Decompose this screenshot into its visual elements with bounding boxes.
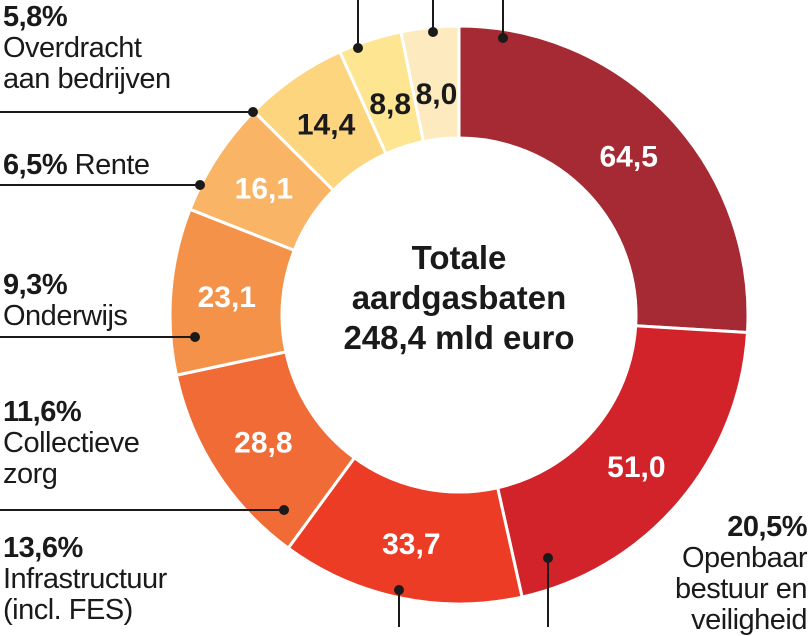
label-text: bestuur en: [674, 573, 808, 605]
label-text: Openbaar: [682, 542, 808, 574]
callout-dot: [279, 505, 289, 515]
callout-dot: [248, 107, 258, 117]
value-label: 14,4: [297, 109, 356, 142]
label-percent: 5,8%: [3, 1, 68, 33]
value-label: 8,8: [369, 88, 411, 121]
slice-8: [399, 24, 461, 144]
callout-dot: [543, 553, 553, 563]
label-text: (incl. FES): [3, 594, 133, 626]
label-zorg: 11,6% Collectieve zorg: [3, 396, 140, 490]
value-label: 28,8: [234, 427, 292, 460]
label-text: veiligheid: [691, 604, 807, 636]
center-line-1: Totale: [411, 239, 507, 276]
callout-dot: [195, 180, 205, 190]
callout-lines: [0, 0, 553, 627]
callout-dot: [394, 585, 404, 595]
value-label: 64,5: [599, 140, 657, 173]
value-label: 51,0: [607, 451, 665, 484]
label-infra: 13,6% Infrastructuur (incl. FES): [3, 533, 167, 626]
label-percent: 20,5%: [727, 511, 807, 543]
label-overdracht: 5,8% Overdracht aan bedrijven: [3, 2, 171, 95]
label-percent: 9,3%: [3, 269, 68, 301]
label-text: Rente: [74, 149, 150, 181]
label-percent: 6,5%: [3, 149, 68, 181]
label-text: Collectieve: [3, 427, 140, 459]
label-text: Onderwijs: [3, 300, 128, 332]
label-text: Infrastructuur: [3, 563, 167, 595]
value-label: 33,7: [382, 528, 440, 561]
value-label: 8,0: [416, 78, 458, 111]
value-label: 16,1: [235, 173, 293, 206]
slice-0: [457, 24, 750, 335]
label-text: aan bedrijven: [3, 63, 171, 95]
callout-dot: [190, 332, 200, 342]
center-line-2: aardgasbaten: [351, 279, 567, 316]
slice-1: [495, 324, 750, 599]
callout-dot: [353, 43, 363, 53]
label-percent: 11,6%: [3, 396, 82, 428]
center-line-3: 248,4 mld euro: [343, 319, 575, 356]
label-text: zorg: [3, 458, 58, 490]
value-label: 23,1: [198, 281, 256, 314]
label-bestuur: 20,5% Openbaar bestuur en veiligheid: [674, 511, 808, 636]
label-rente: 6,5% Rente: [3, 150, 150, 181]
callout-dot: [428, 27, 438, 37]
label-onderwijs: 9,3% Onderwijs: [3, 269, 128, 332]
label-percent: 13,6%: [3, 532, 83, 564]
callout-dot: [498, 33, 508, 43]
label-text: Overdracht: [3, 32, 142, 64]
center-label: Totale aardgasbaten 248,4 mld euro: [309, 238, 609, 358]
